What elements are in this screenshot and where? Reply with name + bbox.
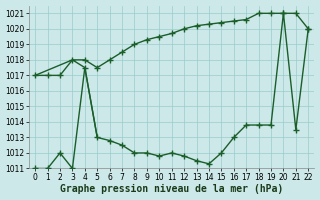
X-axis label: Graphe pression niveau de la mer (hPa): Graphe pression niveau de la mer (hPa) xyxy=(60,184,283,194)
